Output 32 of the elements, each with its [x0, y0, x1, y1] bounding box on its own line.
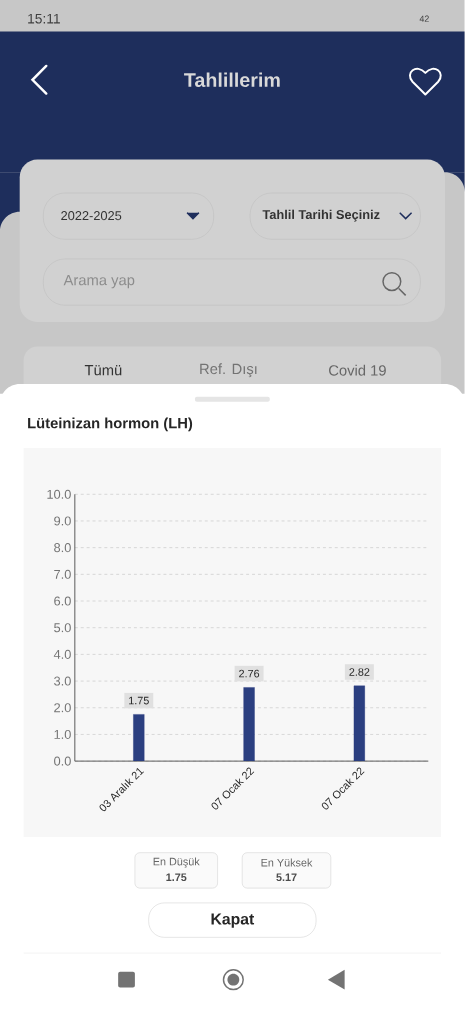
- text: Tahlillerim: [184, 72, 280, 87]
- text: Arama yap: [63, 274, 135, 289]
- text: Kapat: [211, 913, 255, 928]
- bar: [243, 687, 255, 762]
- data-label: 2.82: [349, 668, 370, 676]
- y-tick-label: 7.0: [54, 569, 71, 579]
- text: 2022-2025: [61, 211, 122, 221]
- text: En Düşük: [153, 857, 200, 868]
- text: En Yüksek: [261, 858, 313, 867]
- chart-title: Lüteinizan hormon (LH): [28, 417, 193, 432]
- text: 1.75: [166, 873, 187, 882]
- y-tick-label: 10.0: [47, 489, 71, 499]
- y-tick-label: 9.0: [54, 516, 71, 526]
- bar: [353, 685, 366, 762]
- y-tick-label: 4.0: [53, 649, 71, 659]
- y-tick-label: 2.0: [54, 703, 71, 713]
- text: 42: [419, 15, 429, 22]
- y-tick-label: 5.0: [54, 623, 71, 633]
- text: Tahlil Tarihi Seçiniz: [262, 209, 380, 222]
- text: Tümü: [84, 365, 122, 376]
- text: Covid 19: [329, 364, 386, 376]
- y-tick-label: 1.0: [54, 729, 71, 739]
- y-tick-label: 3.0: [54, 676, 71, 686]
- y-tick-label: 0.0: [54, 756, 71, 766]
- y-tick-label: 8.0: [54, 543, 71, 553]
- data-label: 2.76: [239, 669, 260, 678]
- bar: [133, 714, 145, 762]
- y-tick-label: 6.0: [54, 596, 71, 606]
- data-label: 1.75: [129, 696, 149, 705]
- text: 5.17: [276, 873, 297, 882]
- text: Ref. Dışı: [200, 363, 257, 378]
- text: 15:11: [28, 13, 61, 24]
